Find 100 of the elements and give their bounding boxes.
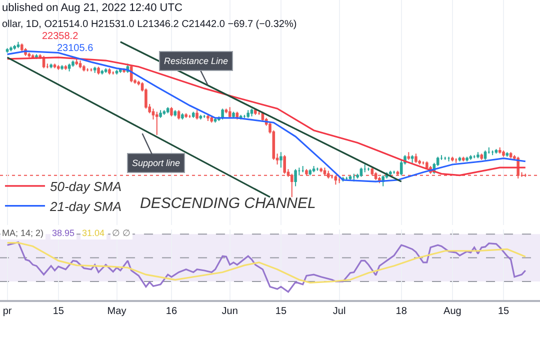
legend-label: 50-day SMA <box>50 179 122 194</box>
candlestick <box>498 146 502 154</box>
candlestick <box>280 152 282 168</box>
candlestick <box>458 156 462 162</box>
candlestick <box>250 108 254 117</box>
candlestick <box>502 150 505 158</box>
candlestick <box>224 108 228 114</box>
annotation: DESCENDING CHANNEL <box>140 195 316 212</box>
legend-label: 21-day SMA <box>49 198 122 214</box>
candlestick <box>72 60 74 68</box>
candlestick <box>166 106 170 114</box>
candlestick <box>177 110 180 120</box>
candlestick <box>115 69 118 75</box>
candlestick <box>60 64 64 70</box>
candlestick <box>192 111 195 118</box>
annotation: Resistance Line <box>164 56 228 66</box>
candlestick <box>104 68 108 74</box>
candlestick <box>414 153 418 164</box>
candlestick <box>20 42 24 52</box>
candlestick <box>184 112 188 118</box>
candlestick <box>56 64 60 70</box>
candlestick <box>320 167 322 173</box>
candlestick <box>214 117 217 124</box>
candlestick <box>78 60 82 69</box>
candlestick <box>97 66 100 75</box>
candlestick <box>360 167 363 178</box>
candlestick <box>10 46 12 52</box>
candlestick <box>196 110 198 120</box>
candlestick <box>28 52 31 58</box>
x-tick-label: 15 <box>498 306 510 317</box>
x-tick-label: pr <box>2 306 12 317</box>
candlestick <box>53 63 56 69</box>
candlestick <box>50 63 52 69</box>
candlestick <box>232 111 235 118</box>
x-tick-label: Aug <box>444 306 462 317</box>
candlestick <box>82 64 86 72</box>
candlestick <box>451 156 454 162</box>
candlestick <box>426 160 428 170</box>
candlestick <box>476 152 480 159</box>
candlestick <box>301 166 304 173</box>
text: ∅ ∅ <box>112 228 131 238</box>
candlestick <box>338 176 341 184</box>
candlestick <box>491 150 494 156</box>
candlestick <box>210 116 214 124</box>
candlestick <box>254 108 257 116</box>
candlestick <box>462 156 465 162</box>
candlestick <box>407 152 410 160</box>
candlestick <box>363 164 366 173</box>
x-tick-label: 16 <box>166 306 178 317</box>
candlestick <box>228 106 232 118</box>
candlestick <box>170 106 173 117</box>
text: 38.95 <box>52 228 75 238</box>
candlestick <box>494 148 498 154</box>
candlestick <box>68 63 71 72</box>
x-tick-label: 15 <box>52 306 64 317</box>
candlestick <box>13 44 16 50</box>
candlestick <box>108 68 111 75</box>
candlestick <box>447 156 450 162</box>
text: ollar, 1D, O21514.0 H21531.0 L21346.2 C21442.0 −69.7 (−0.32%) <box>2 19 297 30</box>
candlestick <box>6 48 9 54</box>
candlestick <box>206 114 210 122</box>
candlestick <box>469 154 472 160</box>
candlestick <box>348 174 352 180</box>
x-tick-label: 18 <box>396 306 408 317</box>
candlestick <box>246 110 250 118</box>
x-tick-label: Jul <box>332 306 346 317</box>
candlestick <box>480 153 484 160</box>
candlestick <box>294 168 297 187</box>
candlestick <box>93 66 96 74</box>
text: ublished on Aug 21, 2022 12:40 UTC <box>2 2 182 14</box>
candlestick <box>156 111 158 136</box>
candlestick <box>75 58 78 66</box>
candlestick <box>466 156 468 162</box>
candlestick <box>64 64 68 70</box>
candlestick <box>221 108 224 120</box>
candlestick <box>174 110 177 117</box>
candlestick <box>312 166 316 173</box>
candlestick <box>506 152 509 158</box>
candlestick <box>181 112 184 120</box>
candlestick <box>454 158 458 164</box>
candlestick <box>100 69 104 75</box>
annotation: 22358.2 <box>42 31 79 42</box>
candlestick <box>389 170 392 176</box>
text: 31.04 <box>82 228 105 238</box>
candlestick <box>159 110 162 118</box>
x-tick-label: 15 <box>275 306 287 317</box>
annotation: Support line <box>132 158 180 168</box>
candlestick <box>484 150 487 160</box>
text: MA; 14; 2) <box>2 228 44 238</box>
candlestick <box>119 68 122 74</box>
candlestick <box>308 168 312 176</box>
candlestick <box>352 173 356 182</box>
candlestick <box>16 41 20 49</box>
candlestick <box>199 114 202 120</box>
annotation: 23105.6 <box>57 43 94 54</box>
x-tick-label: May <box>107 306 126 317</box>
x-tick-label: Jun <box>222 306 238 317</box>
candlestick <box>410 154 414 164</box>
candlestick <box>162 110 166 116</box>
candlestick <box>400 159 403 176</box>
